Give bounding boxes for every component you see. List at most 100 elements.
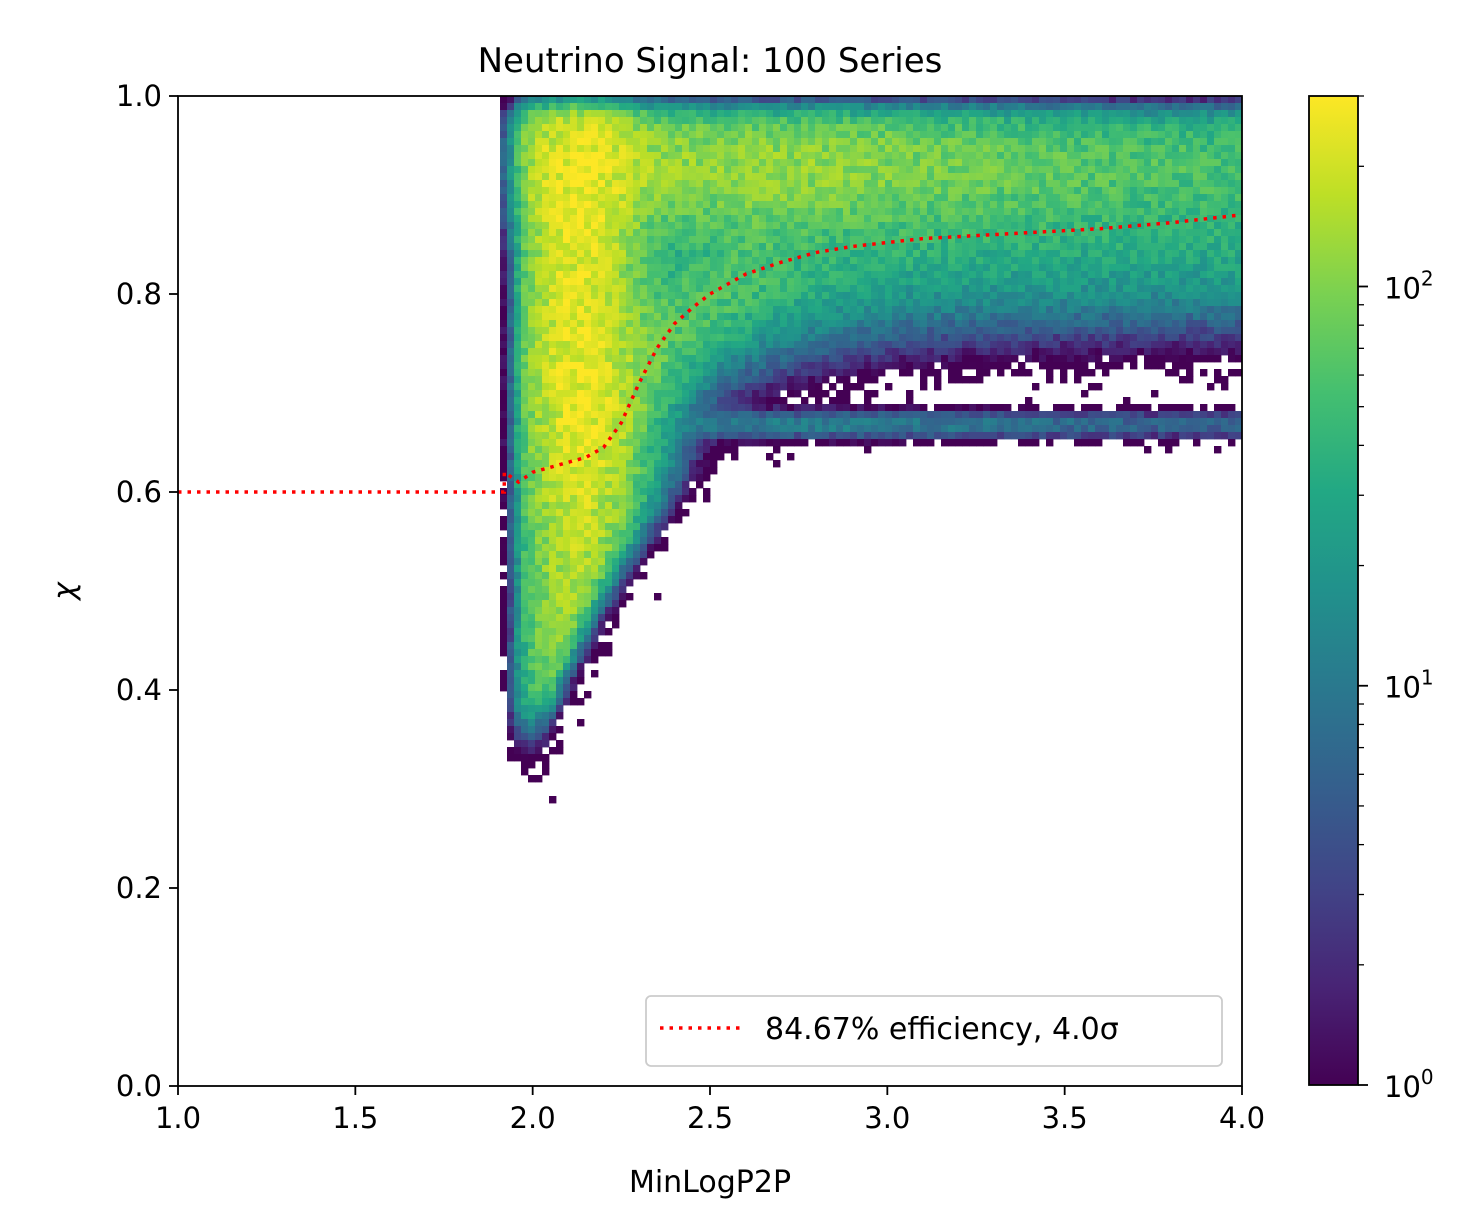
- heatmap-cell: [682, 292, 690, 300]
- heatmap-cell: [822, 411, 830, 419]
- heatmap-cell: [598, 439, 606, 447]
- heatmap-cell: [885, 271, 893, 279]
- heatmap-cell: [584, 208, 592, 216]
- heatmap-cell: [556, 124, 564, 132]
- heatmap-cell: [563, 439, 571, 447]
- heatmap-cell: [556, 404, 564, 412]
- heatmap-cell: [780, 348, 788, 356]
- heatmap-cell: [591, 516, 599, 524]
- heatmap-cell: [1046, 348, 1054, 356]
- heatmap-cell: [983, 355, 991, 363]
- heatmap-cell: [920, 285, 928, 293]
- heatmap-cell: [675, 271, 683, 279]
- heatmap-cell: [899, 271, 907, 279]
- heatmap-cell: [801, 271, 809, 279]
- heatmap-cell: [577, 187, 585, 195]
- heatmap-cell: [647, 544, 655, 552]
- heatmap-cell: [710, 425, 718, 433]
- heatmap-cell: [556, 747, 564, 755]
- heatmap-cell: [759, 159, 767, 167]
- heatmap-cell: [577, 698, 585, 706]
- heatmap-cell: [549, 495, 557, 503]
- heatmap-cell: [682, 411, 690, 419]
- heatmap-cell: [1074, 166, 1082, 174]
- heatmap-cell: [1046, 292, 1054, 300]
- heatmap-cell: [934, 257, 942, 265]
- heatmap-cell: [864, 362, 872, 370]
- heatmap-cell: [535, 264, 543, 272]
- heatmap-cell: [507, 411, 515, 419]
- heatmap-cell: [556, 117, 564, 125]
- heatmap-cell: [1053, 145, 1061, 153]
- heatmap-cell: [633, 516, 641, 524]
- heatmap-cell: [521, 663, 529, 671]
- heatmap-cell: [752, 306, 760, 314]
- heatmap-cell: [913, 278, 921, 286]
- heatmap-cell: [647, 453, 655, 461]
- heatmap-cell: [563, 313, 571, 321]
- heatmap-cell: [801, 222, 809, 230]
- heatmap-cell: [514, 362, 522, 370]
- heatmap-cell: [822, 138, 830, 146]
- heatmap-cell: [640, 488, 648, 496]
- heatmap-cell: [654, 348, 662, 356]
- heatmap-cell: [759, 103, 767, 111]
- heatmap-cell: [955, 369, 963, 377]
- heatmap-cell: [577, 145, 585, 153]
- heatmap-cell: [570, 334, 578, 342]
- heatmap-cell: [507, 607, 515, 615]
- heatmap-cell: [1067, 285, 1075, 293]
- heatmap-cell: [1018, 194, 1026, 202]
- heatmap-cell: [976, 327, 984, 335]
- heatmap-cell: [577, 320, 585, 328]
- heatmap-cell: [1039, 145, 1047, 153]
- heatmap-cell: [731, 117, 739, 125]
- heatmap-cell: [584, 579, 592, 587]
- heatmap-cell: [1067, 194, 1075, 202]
- heatmap-cell: [969, 229, 977, 237]
- heatmap-cell: [500, 264, 508, 272]
- heatmap-cell: [612, 621, 620, 629]
- heatmap-cell: [654, 439, 662, 447]
- heatmap-cell: [773, 425, 781, 433]
- heatmap-cell: [780, 110, 788, 118]
- heatmap-cell: [801, 292, 809, 300]
- heatmap-cell: [850, 334, 858, 342]
- heatmap-cell: [605, 236, 613, 244]
- heatmap-cell: [577, 348, 585, 356]
- heatmap-cell: [927, 425, 935, 433]
- heatmap-cell: [1025, 432, 1033, 440]
- heatmap-cell: [808, 432, 816, 440]
- heatmap-cell: [1074, 243, 1082, 251]
- heatmap-cell: [857, 110, 865, 118]
- heatmap-cell: [549, 663, 557, 671]
- heatmap-cell: [549, 684, 557, 692]
- heatmap-cell: [717, 131, 725, 139]
- heatmap-cell: [1053, 236, 1061, 244]
- heatmap-cell: [822, 355, 830, 363]
- heatmap-cell: [997, 215, 1005, 223]
- heatmap-cell: [514, 516, 522, 524]
- heatmap-cell: [752, 376, 760, 384]
- heatmap-cell: [920, 208, 928, 216]
- heatmap-cell: [1004, 278, 1012, 286]
- heatmap-cell: [997, 327, 1005, 335]
- heatmap-cell: [1004, 138, 1012, 146]
- heatmap-cell: [794, 201, 802, 209]
- heatmap-cell: [1018, 292, 1026, 300]
- heatmap-cell: [815, 327, 823, 335]
- heatmap-cell: [668, 124, 676, 132]
- heatmap-cell: [563, 362, 571, 370]
- heatmap-cell: [1039, 285, 1047, 293]
- heatmap-cell: [535, 96, 543, 104]
- heatmap-cell: [955, 187, 963, 195]
- heatmap-cell: [724, 369, 732, 377]
- heatmap-cell: [766, 348, 774, 356]
- heatmap-cell: [717, 180, 725, 188]
- heatmap-cell: [605, 579, 613, 587]
- heatmap-cell: [857, 362, 865, 370]
- heatmap-cell: [766, 264, 774, 272]
- heatmap-cell: [696, 180, 704, 188]
- heatmap-cell: [934, 278, 942, 286]
- heatmap-cell: [633, 124, 641, 132]
